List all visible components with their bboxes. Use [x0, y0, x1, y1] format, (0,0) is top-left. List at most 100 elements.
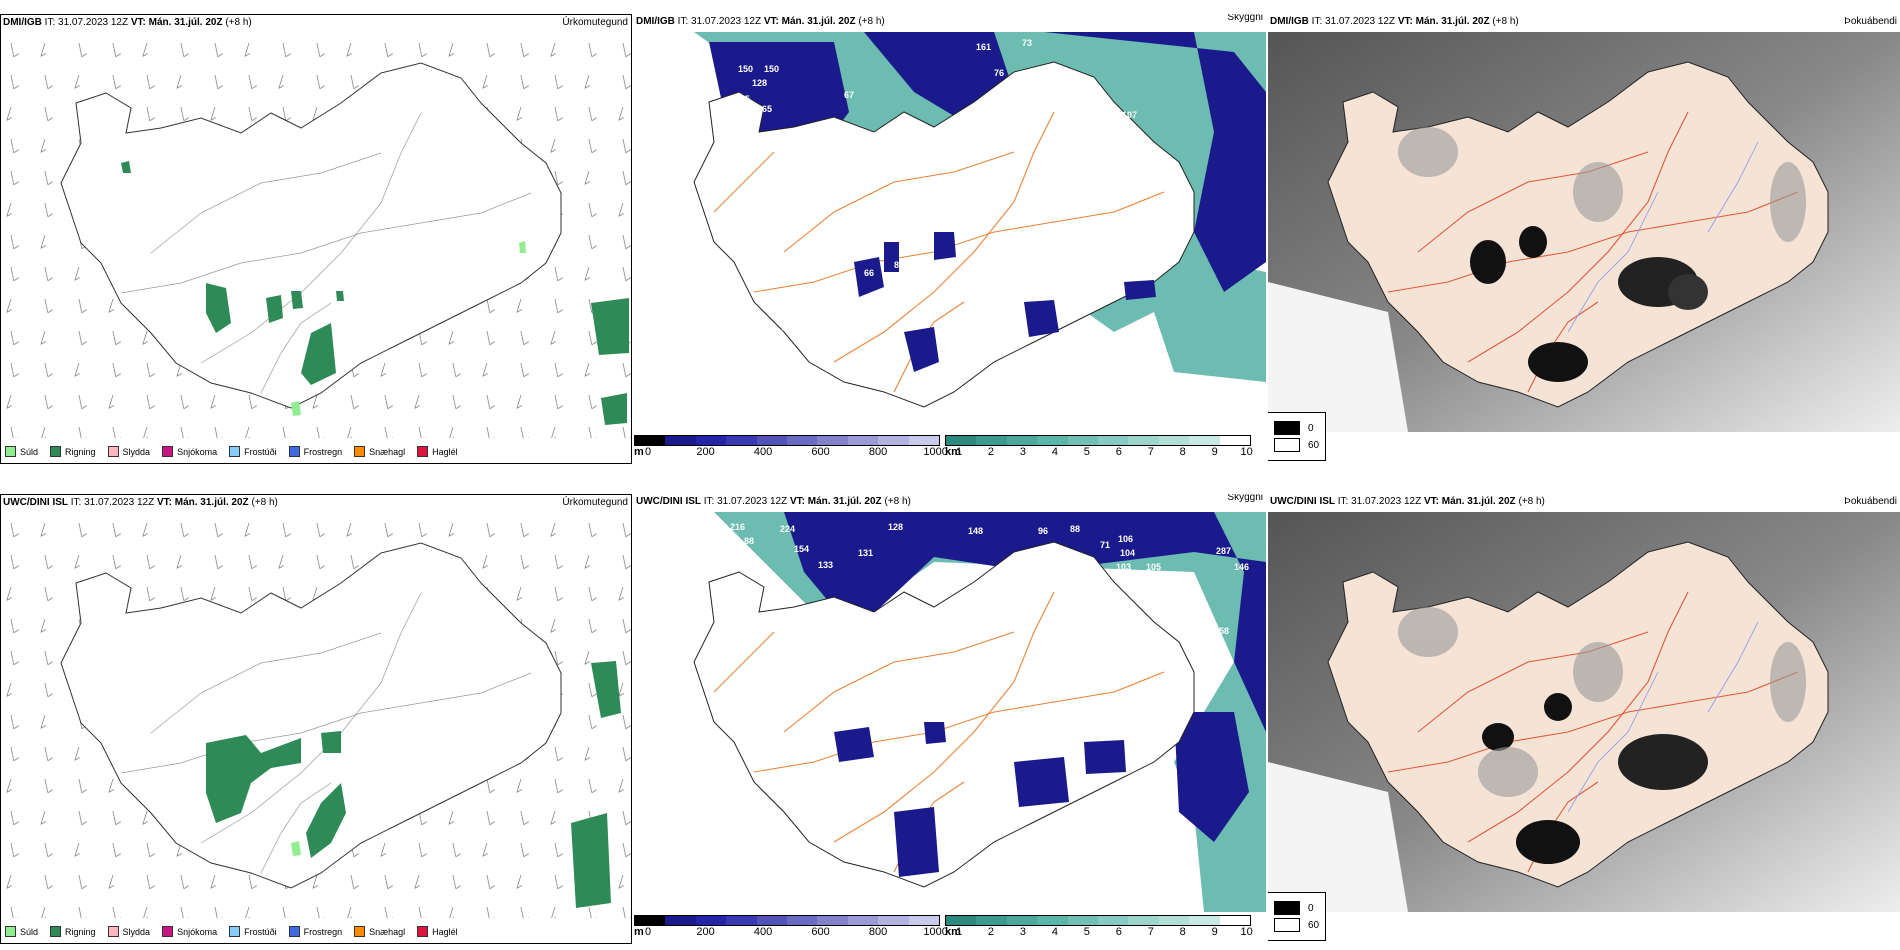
drizzle-areas	[291, 841, 301, 856]
wind-barb	[78, 330, 83, 345]
fog-legend-row: 0	[1274, 901, 1319, 915]
wind-barb	[618, 586, 624, 601]
wind-barb	[482, 842, 488, 857]
wind-barb	[622, 554, 627, 569]
wind-barb-flag	[40, 725, 47, 729]
wind-barb-flag	[115, 341, 121, 346]
fog-light	[1398, 607, 1806, 797]
wind-barb	[316, 426, 320, 438]
wind-barb	[622, 906, 626, 918]
rivers	[1567, 621, 1759, 813]
wind-barb-flag	[421, 373, 427, 378]
ceiling-colorbar-bar	[634, 915, 940, 926]
wind-barb	[282, 426, 286, 438]
wind-barb	[622, 618, 627, 633]
ceiling-value-label: 93	[1130, 586, 1140, 596]
ceiling-value-label: 66	[864, 268, 874, 278]
wind-barb	[282, 522, 287, 537]
wind-barb	[486, 906, 490, 918]
wind-barb	[214, 906, 218, 918]
wind-barb	[448, 810, 454, 825]
wind-barb	[516, 106, 522, 121]
wind-barb	[516, 874, 522, 889]
colorbar-segment	[787, 916, 818, 925]
wind-barb	[10, 746, 15, 761]
wind-barb	[78, 778, 83, 793]
wind-barb-flag	[149, 597, 155, 602]
wind-barb-flag	[13, 341, 19, 346]
ceiling-value-label: 173	[1134, 236, 1149, 246]
wind-barb	[6, 682, 12, 697]
wind-barb	[584, 650, 590, 665]
wind-barb	[40, 810, 46, 825]
wind-barb	[520, 426, 524, 438]
wind-barb	[108, 298, 114, 313]
wind-barb	[520, 362, 525, 377]
wind-barb	[618, 106, 624, 121]
wind-barb	[622, 362, 627, 377]
wind-barb-flag	[557, 885, 563, 890]
wind-barb-flag	[421, 53, 427, 58]
legend-label: Frostregn	[303, 446, 343, 457]
wind-barb	[520, 330, 525, 345]
wind-barb	[482, 74, 488, 89]
wind-barb	[44, 298, 49, 313]
legend-label: Slydda	[122, 926, 151, 937]
wind-barb	[210, 874, 216, 889]
colorbar-tick: 800	[868, 446, 888, 458]
wind-barb	[108, 778, 114, 793]
colorbar-segment	[1037, 436, 1068, 445]
wind-barb	[44, 746, 49, 761]
wind-barb-flag	[584, 373, 591, 377]
wind-barb	[622, 234, 627, 249]
fog-legend-swatch	[1274, 421, 1300, 435]
colorbar-segment	[1158, 436, 1190, 445]
wind-barb-flag	[421, 853, 427, 858]
wind-barb	[350, 554, 355, 569]
wind-barb	[74, 266, 80, 281]
legend-item: Rigning	[50, 926, 96, 937]
wind-barb	[448, 522, 454, 537]
wind-barb-flag	[591, 693, 597, 698]
panel-title: Þokuábendi	[1844, 496, 1897, 507]
wind-barb-flag	[251, 565, 257, 570]
wind-barb	[414, 394, 420, 409]
colorbar-segment	[1037, 916, 1068, 925]
wind-barb	[112, 74, 117, 89]
ceiling-value-label: 76	[994, 68, 1004, 78]
roads	[120, 112, 532, 394]
wind-barb-flag	[108, 405, 115, 409]
wind-barb-flag	[146, 917, 149, 918]
wind-barb	[418, 522, 423, 537]
precip-legend: Súld Rigning Slydda Snjókoma Frostúði Frostre…	[5, 446, 458, 457]
panel-header: UWC/DINI ISL IT: 31.07.2023 12Z VT: Mán.…	[1270, 496, 1545, 507]
wind-barb	[588, 106, 593, 121]
wind-barb	[449, 906, 454, 918]
legend-swatch	[417, 926, 429, 937]
wind-barb	[550, 522, 556, 537]
ceiling-value-label: 46	[796, 334, 806, 344]
colorbar-segment	[1189, 436, 1220, 445]
fog-areas	[1470, 226, 1708, 382]
ceiling-value-label: 45	[780, 302, 790, 312]
fog-legend-swatch	[1274, 918, 1300, 932]
wind-barb-flag	[6, 597, 13, 601]
ceiling-value-label: 117	[834, 692, 849, 702]
wind-barb-flag	[591, 789, 597, 794]
colorbar-segment	[1098, 436, 1129, 445]
visibility-colorbar-ticks: km 1 2 3 4 5 6 7 8 9 10	[945, 926, 1253, 938]
wind-barb	[520, 522, 525, 537]
colorbar-tick: 4	[1051, 446, 1058, 458]
wind-barb	[622, 650, 627, 665]
wind-barb	[112, 810, 117, 825]
legend-item: Rigning	[50, 446, 96, 457]
precip-panel-bottom: UWC/DINI ISL IT: 31.07.2023 12Z VT: Mán.…	[0, 494, 632, 944]
wind-barb-flag	[210, 597, 217, 601]
wind-barb-flag	[13, 853, 19, 858]
legend-label: Snjókoma	[177, 446, 218, 457]
legend-label: Rigning	[65, 446, 96, 457]
wind-barb-flag	[489, 341, 495, 346]
wind-barb	[214, 554, 219, 569]
wind-barb-flag	[47, 597, 53, 602]
colorbar-tick: 6	[1115, 926, 1122, 938]
